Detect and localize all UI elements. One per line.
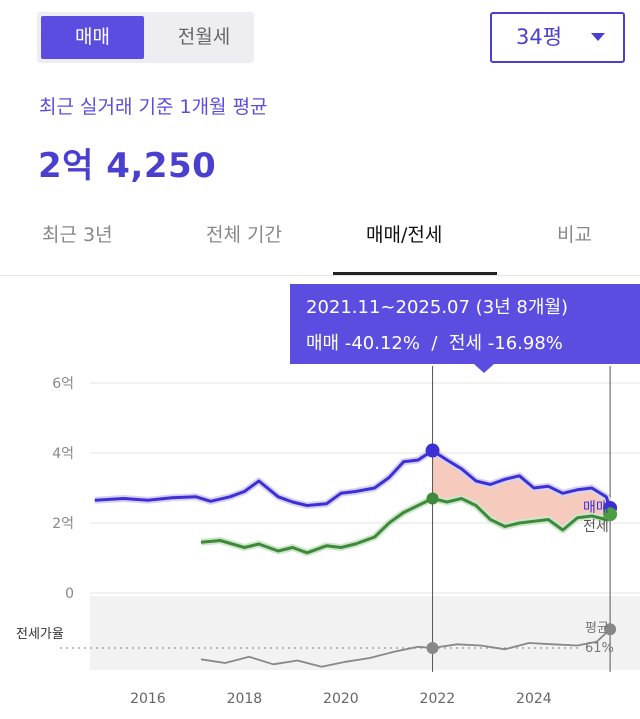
tooltip-period: 2021.11~2025.07 (3년 8개월): [306, 297, 568, 318]
y-tick-label: 6억: [52, 376, 74, 392]
tab-sale-jeonse[interactable]: 매매/전세: [366, 224, 443, 246]
jeonse-start-point: [426, 492, 439, 505]
price-chart[interactable]: 6억 4억 2억 0 2016 2018 2020 2022 2024 전세가율 평균 61%…: [0, 276, 640, 719]
x-tick-label: 2018: [227, 691, 263, 707]
sale-end-label: 매매: [583, 500, 609, 516]
x-tick-label: 2022: [420, 691, 456, 707]
price-basis-subtitle: 최근 실거래 기준 1개월 평균: [39, 96, 268, 118]
ratio-start-point: [426, 642, 439, 654]
tooltip-pointer: [474, 364, 494, 373]
sale-start-point: [425, 443, 440, 458]
sale-price-line: [94, 449, 612, 509]
jeonse-monthly-toggle-button[interactable]: 전월세: [177, 26, 231, 48]
average-label: 평균: [585, 621, 609, 636]
period-change-tooltip: 2021.11~2025.07 (3년 8개월) 매매 -40.12% / 전세…: [290, 284, 640, 373]
jeonse-end-label: 전세: [583, 519, 609, 535]
active-tab-underline: [333, 272, 497, 275]
y-tick-label: 0: [65, 586, 74, 602]
jeonse-ratio-line: [200, 628, 611, 668]
size-dropdown-value: 34평: [516, 25, 563, 49]
tab-full-period[interactable]: 전체 기간: [206, 224, 282, 246]
average-price: 2억 4,250: [38, 146, 217, 186]
y-tick-label: 4억: [52, 446, 74, 462]
x-tick-label: 2016: [130, 691, 166, 707]
size-dropdown[interactable]: 34평: [490, 12, 625, 63]
sale-toggle-button[interactable]: 매매: [41, 16, 144, 59]
tooltip-change: 매매 -40.12% / 전세 -16.98%: [306, 333, 563, 354]
jeonse-ratio-label: 전세가율: [16, 627, 64, 642]
trade-type-toggle: 매매 전월세: [37, 12, 254, 63]
jeonse-end-point: [603, 507, 618, 522]
tab-recent-3-years[interactable]: 최근 3년: [42, 224, 113, 246]
caret-down-icon: [591, 33, 605, 41]
tab-compare[interactable]: 비교: [557, 224, 592, 246]
x-tick-label: 2024: [516, 691, 552, 707]
x-tick-label: 2020: [323, 691, 359, 707]
ratio-band: [90, 596, 640, 670]
chart-grid: [90, 382, 640, 594]
period-tabs: 최근 3년 전체 기간 매매/전세 비교: [0, 202, 640, 276]
average-ratio-value: 61%: [585, 641, 614, 656]
jeonse-price-line: [200, 497, 612, 555]
tooltip-box: [290, 284, 640, 364]
ratio-end-point: [604, 623, 617, 636]
y-tick-label: 2억: [52, 516, 74, 532]
sale-jeonse-diff-area: [432, 450, 611, 530]
